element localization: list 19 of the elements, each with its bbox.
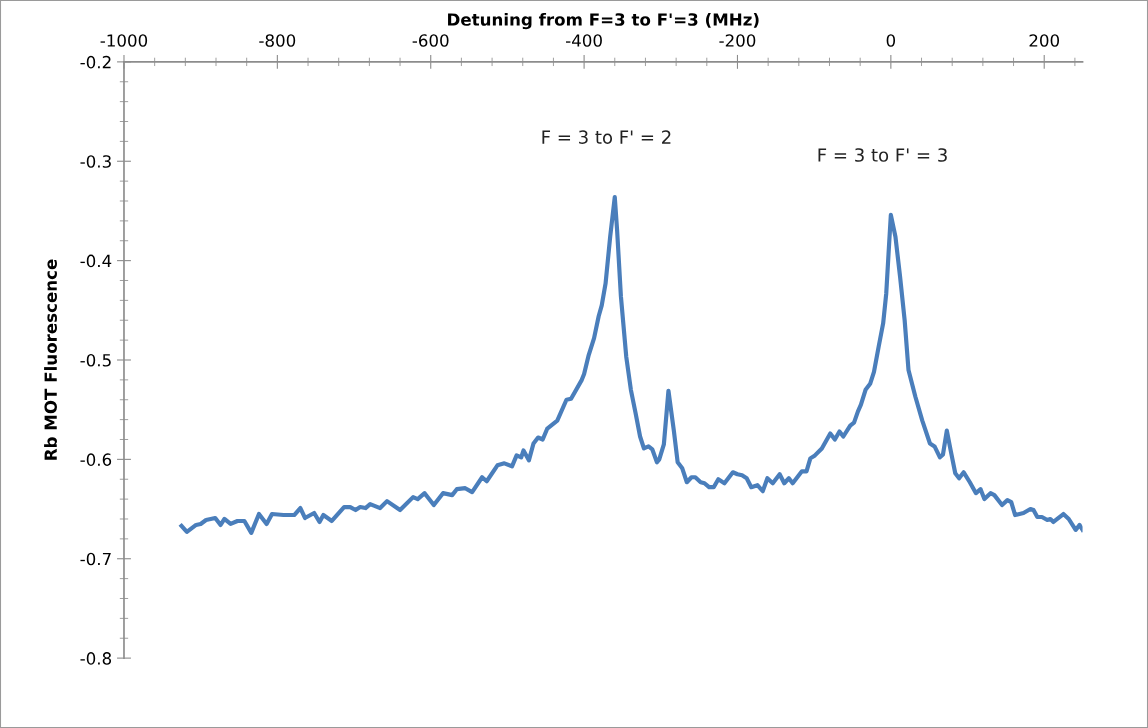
annotation: F = 3 to F' = 3 (818, 148, 947, 162)
annotation: F = 3 to F' = 2 (542, 130, 671, 144)
y-tick-label: -0.8 (80, 652, 112, 665)
y-tick-label: -0.6 (80, 453, 112, 466)
y-tick-label: -0.5 (80, 353, 111, 367)
y-tick-label: -0.3 (80, 155, 111, 168)
x-tick-label: 200 (1029, 34, 1060, 47)
x-tick-label: -200 (719, 34, 756, 47)
y-tick-label: -0.2 (80, 55, 111, 69)
line-series (179, 194, 1083, 535)
x-axis-title: Detuning from F=3 to F'=3 (MHz) (448, 12, 759, 30)
x-tick-label: -800 (259, 34, 296, 47)
x-tick-label: -600 (412, 34, 449, 47)
y-tick-label: -0.4 (80, 254, 112, 268)
y-tick-label: -0.7 (80, 552, 111, 566)
y-axis-title: Rb MOT Fluorescence (44, 259, 57, 460)
x-tick-label: 0 (886, 34, 896, 47)
x-tick-label: -400 (566, 34, 602, 47)
x-tick-label: -1000 (100, 34, 148, 47)
